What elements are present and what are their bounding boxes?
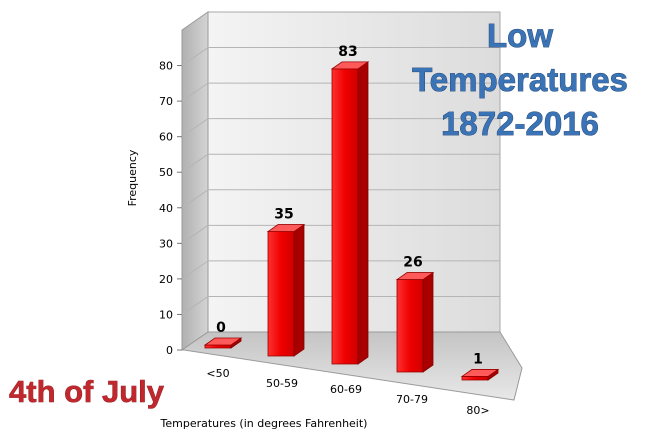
- data-label: 83: [338, 44, 357, 60]
- bar-front: [396, 279, 424, 373]
- bar-<50: [203, 337, 243, 349]
- data-label: 35: [274, 207, 293, 223]
- y-tick-label: 80: [159, 60, 173, 73]
- bar-front: [267, 231, 295, 357]
- x-tick-label: 50-59: [266, 377, 298, 390]
- y-tick-label: 0: [166, 344, 173, 357]
- data-label: 0: [216, 320, 226, 336]
- x-tick-label: 70-79: [396, 393, 428, 406]
- x-tick-label: <50: [206, 367, 229, 380]
- y-tick-label: 50: [159, 166, 173, 179]
- bar-60-69: [330, 61, 370, 365]
- bar-top: [203, 337, 243, 346]
- data-label: 1: [473, 351, 483, 367]
- gridline: [181, 82, 209, 102]
- chart-title-line-1: Low: [487, 17, 553, 54]
- y-tick-label: 70: [159, 95, 173, 108]
- y-tick-label: 40: [159, 202, 173, 215]
- gridline: [181, 153, 209, 173]
- floor: [180, 331, 523, 401]
- y-tick-label: 60: [159, 131, 173, 144]
- bar-top: [460, 369, 500, 377]
- gridline: [181, 224, 209, 244]
- bar-top: [395, 272, 435, 280]
- y-tick-label: 20: [159, 273, 173, 286]
- chart-title-line-2: Temperatures: [412, 61, 628, 98]
- bar-50-59: [266, 223, 306, 357]
- y-tick-label: 30: [159, 237, 173, 250]
- bars: [203, 61, 500, 381]
- bar-70-79: [395, 271, 435, 373]
- bar-side: [357, 61, 369, 365]
- y-axis-ticks: 0 10 20 30 40 50 60 70 80: [159, 60, 182, 357]
- chart-subtitle: 4th of July: [9, 374, 165, 409]
- chart-title-line-3: 1872-2016: [441, 105, 599, 142]
- gridline: [181, 118, 209, 138]
- bar-top: [330, 61, 370, 70]
- y-tick-label: 10: [159, 308, 173, 321]
- bar-side: [422, 271, 434, 373]
- gridline: [181, 47, 209, 66]
- bar-front: [204, 344, 232, 349]
- bar-front: [461, 376, 489, 381]
- bar-side: [293, 223, 305, 357]
- bar-front: [331, 68, 359, 365]
- x-tick-label: 80>: [466, 404, 489, 417]
- y-axis-title: Frequency: [126, 149, 139, 206]
- data-label: 26: [403, 255, 422, 271]
- data-labels: 0 35 83 26 1: [216, 44, 483, 368]
- gridline: [181, 296, 209, 315]
- x-axis-tick-labels: <50 50-59 60-69 70-79 80>: [206, 367, 489, 417]
- gridline: [181, 260, 209, 280]
- gridline: [181, 189, 209, 209]
- bar-top: [266, 224, 306, 232]
- bar-80>: [460, 368, 500, 381]
- x-tick-label: 60-69: [330, 383, 362, 396]
- x-axis-title: Temperatures (in degrees Fahrenheit): [160, 417, 368, 430]
